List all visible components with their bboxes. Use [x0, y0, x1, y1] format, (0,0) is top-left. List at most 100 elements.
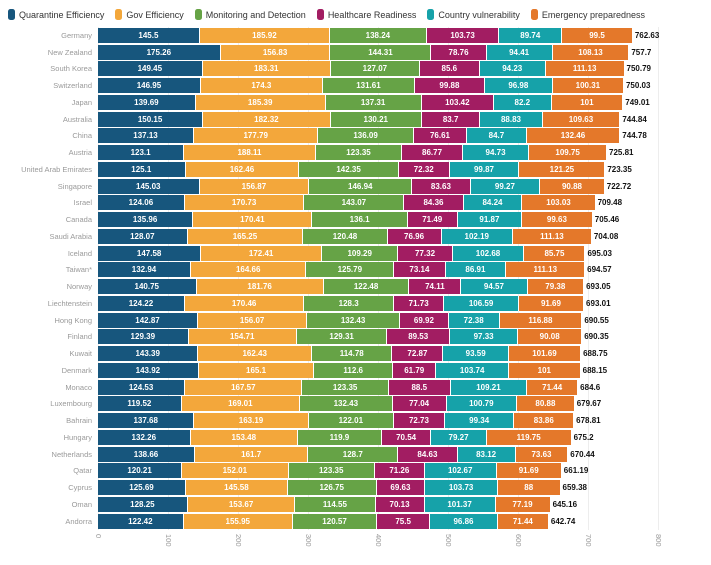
bar-segment: 69.63	[376, 480, 426, 496]
bar-row: Luxembourg 119.52 169.01 132.43 77.04 100.79 8…	[0, 396, 711, 413]
country-label: Saudi Arabia	[49, 231, 92, 241]
bar-segment: 154.71	[188, 329, 297, 345]
legend-item-label: Emergency preparedness	[541, 9, 645, 20]
country-label: Iceland	[67, 248, 92, 258]
row-total-value: 684.6	[580, 382, 601, 392]
bar-segment: 143.92	[98, 362, 199, 378]
stacked-bar: 124.22 170.46 128.3 71.73 106.59 91.69	[98, 295, 584, 311]
bar-row: Japan 139.69 185.39 137.31 103.42 82.2 101 749.…	[0, 94, 711, 111]
bar-segment: 185.39	[195, 94, 326, 110]
bar-segment: 181.76	[196, 279, 324, 295]
row-total-value: 705.46	[594, 215, 620, 225]
country-label: China	[72, 131, 92, 141]
stacked-bar: 145.03 156.87 146.94 83.63 99.27 90.88	[98, 178, 604, 194]
bar-segment: 137.13	[98, 128, 194, 144]
bar-segment: 88.5	[388, 379, 451, 395]
country-label: United Arab Emirates	[21, 164, 92, 174]
bar-segment: 124.53	[98, 379, 186, 395]
bar-segment: 77.04	[392, 396, 447, 412]
bar-segment: 123.1	[98, 145, 185, 161]
bar-segment: 170.46	[184, 295, 305, 311]
legend-color-chip	[115, 9, 123, 20]
country-label: Hong Kong	[54, 315, 92, 325]
bar-row: Germany 145.5 185.92 138.24 103.73 89.74 99.5 7…	[0, 27, 711, 44]
bar-segment: 111.13	[545, 61, 624, 77]
bar-segment: 77.32	[398, 245, 453, 261]
bar-segment: 175.26	[98, 44, 221, 60]
bar-segment: 162.46	[185, 161, 300, 177]
bar-segment: 89.74	[499, 27, 563, 43]
bar-segment: 80.88	[517, 396, 574, 412]
bar-segment: 149.45	[98, 61, 203, 77]
x-axis: 0 100 200 300 400 500 600 700 800	[94, 530, 711, 565]
stacked-bar: 124.06 170.73 143.07 84.36 84.24 103.03	[98, 195, 595, 211]
legend-item: Emergency preparedness	[530, 9, 645, 20]
chart-legend: Quarantine Efficiency Gov Efficiency Monit…	[0, 0, 711, 24]
row-total-value: 750.79	[626, 64, 651, 74]
bar-row: Switzerland 146.95 174.3 131.61 99.88 96.98 10…	[0, 77, 711, 94]
bar-segment: 152.01	[182, 463, 289, 479]
bar-segment: 188.11	[184, 145, 316, 161]
bar-segment: 163.19	[194, 413, 309, 429]
row-total-value: 722.72	[606, 181, 632, 191]
row-total-value: 670.44	[570, 449, 595, 459]
bar-segment: 102.68	[452, 245, 525, 261]
bar-segment: 73.14	[394, 262, 446, 278]
bar-segment: 114.55	[295, 496, 376, 512]
bar-segment: 153.67	[187, 496, 296, 512]
bar-segment: 182.32	[203, 111, 331, 127]
row-total-value: 675.2	[573, 432, 594, 442]
row-total-value: 723.35	[607, 164, 632, 174]
country-label: New Zealand	[47, 47, 92, 57]
row-total-value: 678.81	[576, 416, 601, 426]
bar-segment: 91.87	[457, 212, 523, 228]
legend-color-chip	[194, 9, 202, 20]
bar-segment: 125.1	[98, 161, 186, 177]
stacked-bar: 125.1 162.46 142.35 72.32 99.87 121.25	[98, 161, 605, 177]
legend-item: Gov Efficiency	[115, 9, 184, 20]
bar-segment: 132.43	[299, 396, 393, 412]
bar-segment: 142.87	[98, 312, 198, 328]
legend-color-chip	[530, 9, 538, 20]
country-label: Norway	[66, 282, 92, 292]
row-total-value: 693.05	[586, 282, 611, 292]
bar-segment: 99.27	[470, 178, 541, 194]
bar-row: New Zealand 175.26 156.83 144.31 78.76 94.41 1…	[0, 44, 711, 61]
bar-segment: 130.21	[330, 111, 422, 127]
country-label: Monaco	[65, 382, 92, 392]
row-total-value: 704.08	[593, 231, 619, 241]
bar-segment: 86.77	[402, 145, 463, 161]
bar-segment: 101.69	[508, 346, 581, 362]
bar-row: Liechtenstein 124.22 170.46 128.3 71.73 106.5…	[0, 295, 711, 312]
bar-segment: 77.19	[495, 496, 550, 512]
bar-segment: 125.79	[306, 262, 395, 278]
bar-segment: 128.3	[304, 295, 395, 311]
bar-segment: 84.36	[404, 195, 464, 211]
bar-segment: 123.35	[302, 379, 389, 395]
bar-segment: 108.13	[552, 44, 629, 60]
bar-segment: 79.27	[431, 429, 487, 445]
bar-segment: 164.66	[191, 262, 307, 278]
bar-row: Bahrain 137.68 163.19 122.01 72.73 99.34 83.86…	[0, 412, 711, 429]
stacked-bar: 149.45 183.31 127.07 85.6 94.23 111.13	[98, 61, 624, 77]
bar-segment: 96.98	[484, 78, 553, 94]
bar-segment: 88	[497, 480, 560, 496]
bar-segment: 169.01	[181, 396, 300, 412]
bar-segment: 74.11	[409, 279, 462, 295]
bar-segment: 120.48	[303, 228, 388, 244]
x-axis-tick-label: 800	[654, 533, 663, 547]
bar-segment: 79.38	[527, 279, 584, 295]
bar-segment: 103.73	[426, 27, 500, 43]
stacked-bar: 123.1 188.11 123.35 86.77 94.73 109.75	[98, 145, 607, 161]
legend-color-chip	[427, 9, 435, 20]
x-axis-tick-label: 500	[444, 533, 453, 547]
row-total-value: 757.7	[631, 47, 652, 57]
bar-segment: 102.67	[424, 463, 497, 479]
row-total-value: 695.03	[587, 248, 612, 258]
country-label: Switzerland	[53, 81, 92, 91]
bar-segment: 101	[508, 362, 580, 378]
bar-segment: 75.5	[377, 513, 431, 529]
bar-segment: 129.39	[98, 329, 189, 345]
stacked-bar: 145.5 185.92 138.24 103.73 89.74 99.5	[98, 27, 632, 43]
bar-segment: 120.57	[292, 513, 378, 529]
